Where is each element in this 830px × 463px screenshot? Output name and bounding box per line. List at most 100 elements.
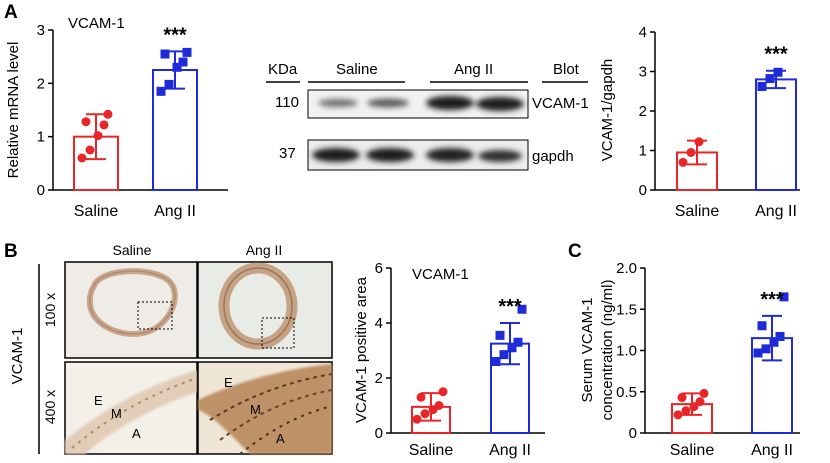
- data-point: [769, 337, 779, 347]
- data-point: [99, 120, 109, 130]
- y-tick-label: 0: [639, 182, 647, 199]
- y-tick-label: 1: [37, 129, 45, 146]
- layer-m-saline: M: [111, 406, 122, 421]
- layer-e-angii: E: [224, 375, 233, 390]
- micro-row-400x: 400 x: [42, 390, 58, 424]
- data-point: [182, 47, 192, 57]
- y-axis-label: Relative mRNA level: [5, 42, 22, 179]
- data-point: [495, 330, 505, 340]
- data-point: [773, 67, 783, 77]
- x-tick-label: Ang II: [755, 203, 797, 220]
- micro-saline-100x: [64, 261, 198, 359]
- data-point: [499, 350, 509, 360]
- y-tick-label: 0: [37, 182, 45, 199]
- data-point: [416, 392, 426, 402]
- y-tick-label: 2.0: [616, 260, 637, 277]
- data-point: [85, 145, 95, 155]
- data-point: [678, 157, 688, 167]
- blot-saline-label: Saline: [336, 61, 378, 78]
- blot-row1-name: VCAM-1: [532, 95, 589, 112]
- micro-angii-100x: [197, 261, 333, 359]
- y-axis-label: Serum VCAM-1: [579, 297, 596, 402]
- data-point: [761, 344, 771, 354]
- x-tick-label: Ang II: [154, 203, 196, 220]
- data-point: [765, 74, 775, 84]
- y-tick-label: 0: [375, 425, 383, 442]
- band-gapdh-2: [366, 148, 414, 162]
- significance-marker: ***: [498, 296, 522, 318]
- y-tick-label: 1.0: [616, 343, 637, 360]
- x-tick-label: Ang II: [489, 442, 531, 459]
- chart-title: VCAM-1: [412, 266, 469, 283]
- band-gapdh-3: [426, 148, 474, 162]
- data-point: [491, 357, 501, 366]
- blot-kda-header: KDa: [268, 61, 298, 78]
- data-point: [81, 117, 91, 127]
- data-point: [178, 57, 188, 67]
- layer-e-saline: E: [94, 393, 103, 408]
- x-tick-label: Saline: [675, 203, 720, 220]
- layer-a-angii: A: [276, 431, 285, 446]
- data-point: [93, 131, 103, 141]
- y-axis-label: concentration (ng/ml): [599, 280, 616, 421]
- data-point: [681, 406, 691, 416]
- data-point: [699, 388, 709, 398]
- y-tick-label: 1: [639, 143, 647, 160]
- chart-relative-mrna: 0 1 2 3 Relative mRNA level VCAM-1 Saline Ang I…: [5, 15, 228, 220]
- data-point: [172, 62, 182, 72]
- significance-marker: ***: [760, 289, 784, 311]
- data-point: [775, 331, 785, 341]
- blot-angii-label: Ang II: [454, 61, 493, 78]
- y-tick-label: 6: [375, 260, 383, 277]
- data-point: [757, 82, 767, 92]
- data-point: [517, 304, 527, 314]
- panel-label-b: B: [4, 241, 18, 262]
- data-point: [103, 109, 113, 119]
- micrographs: Saline Ang II VCAM-1 100 x 400 x E M A: [9, 242, 333, 455]
- band-gapdh-4: [478, 150, 522, 162]
- layer-m-angii: M: [250, 402, 261, 417]
- chart-vcam-gapdh: 0 1 2 3 4 VCAM-1/gapdh Saline Ang II ***: [599, 24, 800, 220]
- blot-bands-gapdh: [312, 148, 522, 162]
- data-point: [77, 153, 87, 163]
- y-axis-label: VCAM-1/gapdh: [599, 59, 616, 162]
- bar-ang-ii: [755, 78, 797, 191]
- data-point: [779, 292, 789, 302]
- y-tick-label: 2: [37, 75, 45, 92]
- micro-angii-400x: E M A: [197, 361, 333, 455]
- micro-row-100x: 100 x: [42, 293, 58, 327]
- data-point: [412, 414, 422, 424]
- y-tick-label: 3: [37, 22, 45, 39]
- blot-row2-kda: 37: [279, 145, 296, 162]
- y-tick-label: 0: [629, 425, 637, 442]
- micro-side-label: VCAM-1: [9, 328, 26, 385]
- y-tick-label: 2: [639, 103, 647, 120]
- band-vcam-2: [367, 98, 409, 108]
- y-tick-label: 3: [639, 64, 647, 81]
- data-point: [513, 337, 523, 347]
- blot-row1-kda: 110: [275, 94, 299, 111]
- micro-saline-400x: E M A: [64, 361, 198, 455]
- y-tick-label: 4: [375, 315, 383, 332]
- panel-label-c: C: [568, 241, 582, 262]
- data-point: [689, 402, 699, 412]
- data-point: [695, 397, 705, 407]
- y-tick-label: 2: [375, 370, 383, 387]
- y-tick-label: 0.5: [616, 384, 637, 401]
- blot-row2-name: gapdh: [532, 148, 574, 165]
- micro-col-angii: Ang II: [246, 242, 283, 258]
- panel-label-a: A: [4, 2, 18, 23]
- data-point: [757, 321, 767, 331]
- layer-a-saline: A: [132, 426, 141, 441]
- data-point: [673, 410, 683, 420]
- data-point: [164, 79, 174, 89]
- data-point: [677, 393, 687, 403]
- data-point: [753, 348, 763, 358]
- data-point: [434, 401, 444, 410]
- data-point: [507, 343, 517, 353]
- data-point: [694, 137, 704, 147]
- y-tick-label: 4: [639, 24, 647, 41]
- chart-serum-concentration: 0 0.5 1.0 1.5 2.0 Serum VCAM-1 concentration (…: [579, 260, 800, 459]
- y-axis-label: VCAM-1 positive area: [353, 276, 370, 423]
